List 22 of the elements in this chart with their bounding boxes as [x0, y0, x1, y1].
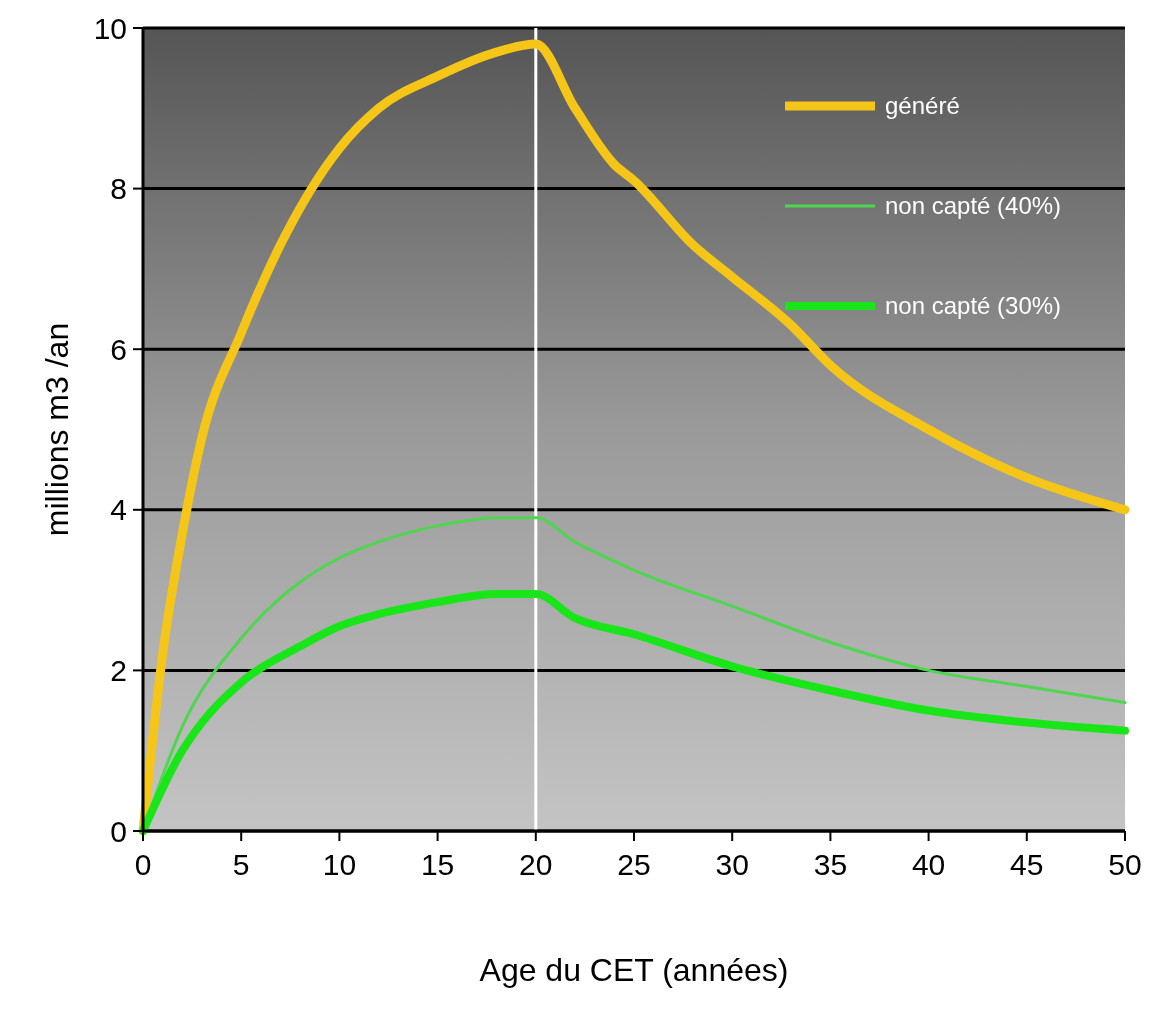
y-tick-label: 4: [110, 493, 127, 527]
legend-label: non capté (40%): [885, 192, 1062, 220]
y-tick-label: 8: [110, 172, 127, 206]
x-tick-label: 50: [1108, 848, 1142, 881]
legend-label: généré: [885, 92, 960, 120]
y-tick-label: 0: [110, 814, 127, 848]
y-tick-label: 2: [110, 653, 127, 687]
x-tick-label: 35: [813, 848, 848, 881]
y-tick-label: 10: [93, 11, 127, 45]
x-tick-label: 25: [617, 848, 651, 881]
y-axis-title: millions m3 /an: [39, 322, 75, 537]
x-tick-label: 20: [519, 848, 553, 881]
x-tick-label: 30: [715, 848, 749, 881]
x-axis-title: Age du CET (années): [479, 952, 789, 988]
x-tick-label: 40: [911, 848, 946, 881]
legend-label: non capté (30%): [885, 292, 1062, 320]
x-tick-label: 10: [322, 848, 357, 881]
x-tick-label: 5: [232, 848, 250, 881]
x-tick-label: 0: [134, 848, 152, 881]
y-tick-label: 6: [110, 332, 127, 366]
x-tick-label: 45: [1010, 848, 1044, 881]
x-tick-label: 15: [420, 848, 455, 881]
